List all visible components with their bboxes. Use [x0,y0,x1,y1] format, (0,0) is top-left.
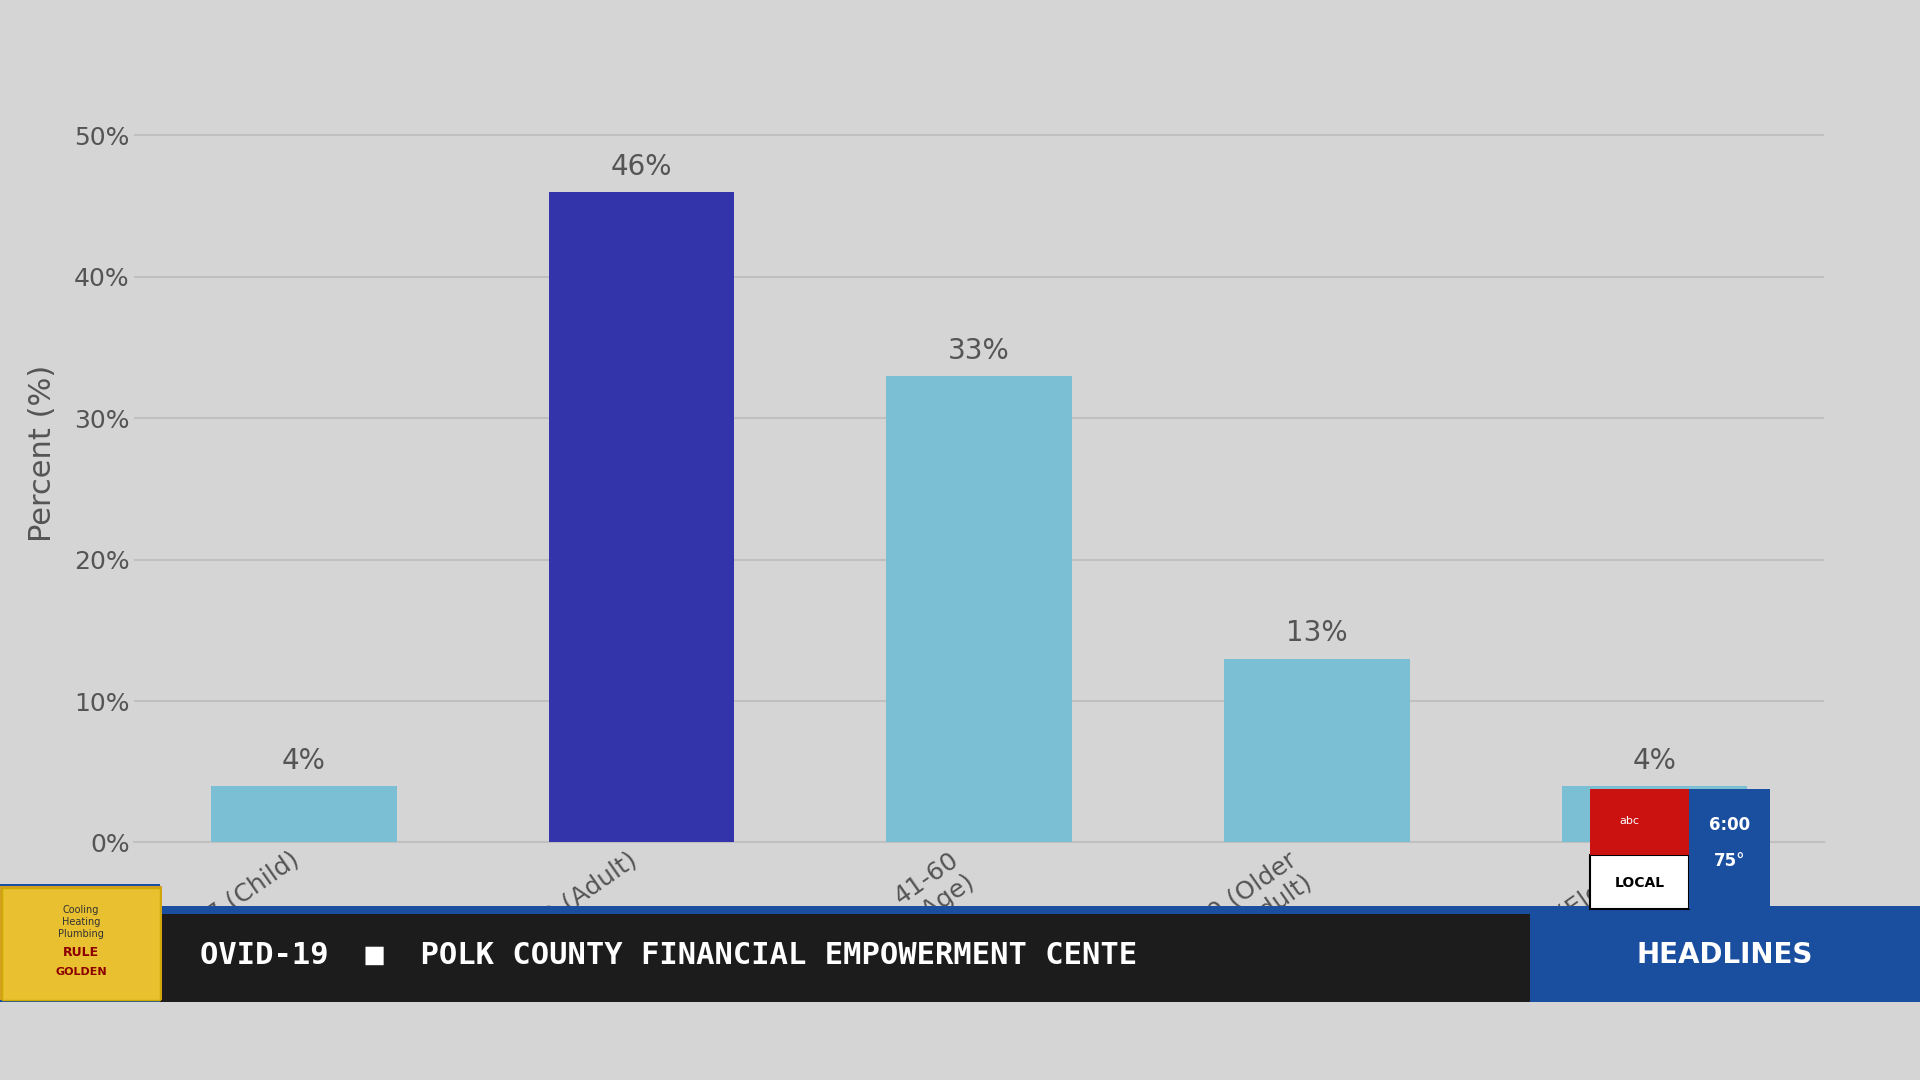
Bar [1590,789,1690,855]
Text: Plumbing: Plumbing [58,929,104,939]
Bar [0,914,1920,1002]
Bar [0,906,1920,914]
Text: RULE: RULE [63,945,100,959]
Text: HEADLINES: HEADLINES [1638,941,1812,969]
Bar [1590,855,1690,909]
Text: 4%: 4% [1632,746,1676,774]
Bar [1561,786,1747,842]
Text: 33%: 33% [948,337,1010,365]
Text: OVID-19  ■  POLK COUNTY FINANCIAL EMPOWERMENT CENTE: OVID-19 ■ POLK COUNTY FINANCIAL EMPOWERM… [200,941,1137,970]
Bar [887,376,1071,842]
Text: abc: abc [1620,816,1640,826]
Text: Heating: Heating [61,917,100,927]
Text: 46%: 46% [611,152,672,180]
Y-axis label: Percent (%): Percent (%) [29,365,58,542]
Bar [1690,789,1770,909]
Bar [0,885,159,1002]
Bar [549,192,735,842]
Text: 13%: 13% [1286,619,1348,647]
Text: 6:00: 6:00 [1709,816,1749,834]
Text: GOLDEN: GOLDEN [56,967,108,977]
Bar [211,786,397,842]
Text: Cooling: Cooling [63,905,100,915]
Bar [0,886,161,1000]
Bar [1530,914,1920,1002]
Text: 4%: 4% [282,746,326,774]
Text: 75°: 75° [1715,852,1745,870]
Bar [1223,659,1409,842]
Text: LOCAL: LOCAL [1615,876,1665,890]
Bar [2,888,159,1000]
